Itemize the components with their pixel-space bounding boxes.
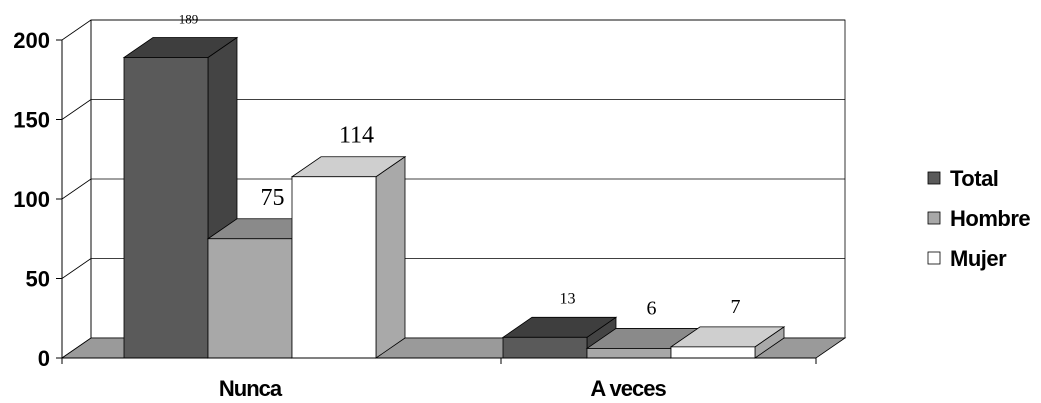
gridline-diagonal — [61, 258, 92, 279]
bar-side-face — [375, 155, 406, 359]
legend-swatch — [927, 251, 941, 265]
data-labels: 189 75 114 13 6 7 — [179, 11, 741, 319]
y-tick-label: 200 — [13, 28, 50, 53]
gridline-diagonal — [61, 19, 92, 41]
bar-front-face — [670, 346, 756, 359]
data-label-total-1: 13 — [560, 290, 576, 307]
data-label-mujer-0: 114 — [339, 123, 374, 149]
gridline-diagonal — [61, 178, 92, 200]
y-tick-label: 0 — [38, 346, 50, 371]
bars — [122, 36, 786, 359]
bar-front-face — [207, 238, 293, 359]
legend-item-hombre: Hombre — [927, 206, 1031, 231]
data-label-hombre-1: 6 — [647, 297, 657, 319]
legend-swatch — [927, 171, 941, 185]
category-label-0: Nunca — [219, 376, 283, 401]
y-tick-label: 150 — [13, 108, 50, 133]
bar-front-face — [502, 336, 588, 359]
category-label-1: A veces — [590, 376, 666, 401]
legend-label: Total — [950, 166, 998, 191]
y-tick-label: 50 — [26, 267, 50, 292]
data-label-mujer-1: 7 — [731, 296, 741, 318]
bar-total-1 — [501, 316, 618, 359]
y-axis: 0 50 100 150 200 — [13, 28, 63, 371]
bar-mujer-0 — [290, 155, 407, 359]
legend-label: Mujer — [950, 246, 1007, 271]
legend-swatch — [927, 211, 941, 225]
x-axis: Nunca A veces — [61, 357, 817, 401]
legend-item-mujer: Mujer — [927, 246, 1008, 271]
gridline-diagonal — [61, 99, 92, 120]
legend-item-total: Total — [927, 166, 999, 191]
data-label-total-0: 189 — [179, 11, 199, 26]
legend: Total Hombre Mujer — [927, 166, 1031, 271]
data-label-hombre-0: 75 — [261, 185, 285, 211]
bar-mujer-1 — [669, 326, 786, 359]
y-tick-label: 100 — [13, 187, 50, 212]
bar-front-face — [291, 176, 377, 359]
bar-front-face — [123, 57, 209, 359]
bar-front-face — [586, 348, 672, 359]
legend-label: Hombre — [950, 206, 1030, 231]
